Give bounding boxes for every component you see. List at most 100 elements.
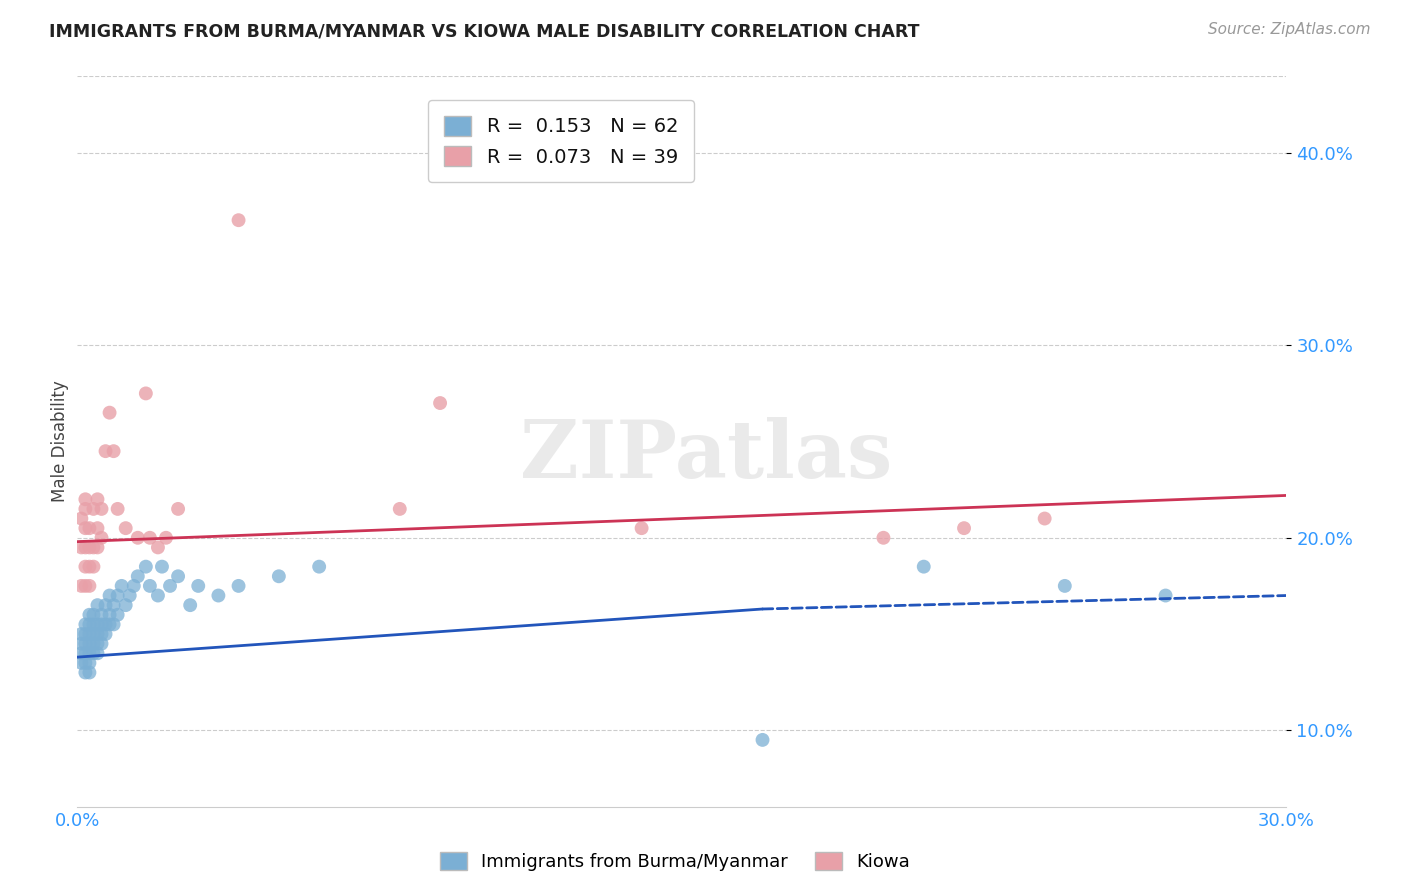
- Point: [79, 579, 101, 593]
- Point: [86, 646, 108, 660]
- Point: [308, 559, 330, 574]
- Point: [1154, 589, 1177, 603]
- Point: [187, 579, 209, 593]
- Point: [94, 627, 117, 641]
- Point: [75, 502, 97, 516]
- Point: [86, 492, 108, 507]
- Point: [90, 627, 112, 641]
- Point: [114, 521, 136, 535]
- Point: [82, 559, 104, 574]
- Point: [94, 617, 117, 632]
- Point: [75, 637, 97, 651]
- Point: [135, 386, 157, 401]
- Point: [75, 579, 97, 593]
- Point: [912, 559, 935, 574]
- Point: [146, 541, 169, 555]
- Text: IMMIGRANTS FROM BURMA/MYANMAR VS KIOWA MALE DISABILITY CORRELATION CHART: IMMIGRANTS FROM BURMA/MYANMAR VS KIOWA M…: [49, 22, 920, 40]
- Point: [75, 627, 97, 641]
- Point: [135, 559, 157, 574]
- Point: [98, 589, 121, 603]
- Point: [751, 732, 773, 747]
- Point: [86, 521, 108, 535]
- Point: [79, 665, 101, 680]
- Point: [90, 531, 112, 545]
- Point: [103, 444, 125, 458]
- Point: [82, 637, 104, 651]
- Point: [70, 579, 93, 593]
- Point: [139, 531, 162, 545]
- Point: [179, 598, 201, 612]
- Point: [122, 579, 145, 593]
- Point: [75, 541, 97, 555]
- Point: [79, 646, 101, 660]
- Point: [82, 502, 104, 516]
- Point: [228, 579, 250, 593]
- Point: [70, 627, 93, 641]
- Point: [79, 607, 101, 622]
- Point: [118, 589, 141, 603]
- Point: [228, 213, 250, 227]
- Point: [953, 521, 976, 535]
- Point: [82, 646, 104, 660]
- Point: [86, 541, 108, 555]
- Point: [86, 617, 108, 632]
- Point: [79, 627, 101, 641]
- Point: [139, 579, 162, 593]
- Point: [86, 627, 108, 641]
- Point: [127, 569, 149, 583]
- Point: [75, 665, 97, 680]
- Point: [90, 607, 112, 622]
- Point: [82, 627, 104, 641]
- Point: [146, 589, 169, 603]
- Point: [388, 502, 411, 516]
- Point: [630, 521, 652, 535]
- Point: [70, 511, 93, 525]
- Point: [98, 607, 121, 622]
- Point: [70, 656, 93, 670]
- Point: [75, 492, 97, 507]
- Point: [90, 637, 112, 651]
- Point: [75, 617, 97, 632]
- Point: [267, 569, 290, 583]
- Point: [207, 589, 229, 603]
- Point: [107, 589, 129, 603]
- Point: [94, 444, 117, 458]
- Point: [86, 637, 108, 651]
- Point: [70, 646, 93, 660]
- Point: [167, 569, 190, 583]
- Point: [75, 559, 97, 574]
- Point: [86, 598, 108, 612]
- Point: [90, 502, 112, 516]
- Point: [82, 607, 104, 622]
- Point: [90, 617, 112, 632]
- Point: [103, 617, 125, 632]
- Y-axis label: Male Disability: Male Disability: [51, 381, 69, 502]
- Point: [127, 531, 149, 545]
- Point: [98, 406, 121, 420]
- Point: [114, 598, 136, 612]
- Point: [111, 579, 134, 593]
- Point: [107, 502, 129, 516]
- Point: [82, 617, 104, 632]
- Point: [429, 396, 451, 410]
- Point: [1053, 579, 1076, 593]
- Point: [107, 607, 129, 622]
- Point: [79, 559, 101, 574]
- Point: [1033, 511, 1056, 525]
- Point: [103, 598, 125, 612]
- Point: [872, 531, 894, 545]
- Point: [70, 637, 93, 651]
- Point: [155, 531, 177, 545]
- Point: [167, 502, 190, 516]
- Point: [70, 541, 93, 555]
- Point: [79, 541, 101, 555]
- Point: [82, 541, 104, 555]
- Point: [79, 617, 101, 632]
- Legend: Immigrants from Burma/Myanmar, Kiowa: Immigrants from Burma/Myanmar, Kiowa: [432, 845, 918, 879]
- Point: [150, 559, 173, 574]
- Text: Source: ZipAtlas.com: Source: ZipAtlas.com: [1208, 22, 1371, 37]
- Point: [79, 656, 101, 670]
- Point: [79, 637, 101, 651]
- Point: [79, 521, 101, 535]
- Point: [159, 579, 181, 593]
